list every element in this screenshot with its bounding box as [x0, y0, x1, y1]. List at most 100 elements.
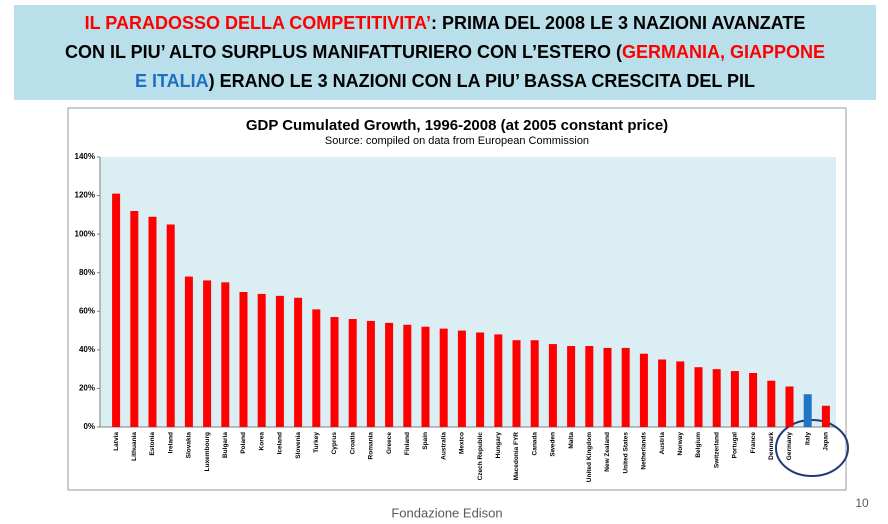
x-tick-label: Australia — [440, 432, 447, 460]
x-tick-label: Poland — [240, 432, 247, 454]
bar — [694, 367, 703, 427]
bar — [184, 276, 193, 427]
bar — [621, 347, 630, 427]
chart-subtitle: Source: compiled on data from European C… — [325, 135, 589, 147]
x-tick-label: Germany — [786, 432, 793, 461]
y-tick-label: 0% — [83, 422, 95, 431]
bar — [730, 371, 739, 427]
x-tick-label: Netherlands — [641, 432, 648, 470]
x-tick-label: Portugal — [732, 432, 739, 459]
header-text: CON IL PIU’ ALTO SURPLUS MANIFATTURIERO … — [64, 42, 622, 62]
x-tick-label: Mexico — [459, 432, 466, 454]
y-tick-label: 20% — [79, 384, 95, 393]
x-tick-label: Hungary — [495, 432, 502, 459]
bar — [112, 193, 121, 427]
x-tick-label: Ireland — [167, 432, 174, 453]
bar — [312, 309, 321, 427]
x-tick-label: Croatia — [349, 432, 356, 455]
bar — [457, 330, 466, 427]
bar — [803, 394, 812, 427]
bar — [676, 361, 685, 427]
x-tick-label: Japan — [823, 432, 830, 451]
header-text: : PRIMA DEL 2008 LE 3 NAZIONI AVANZATE — [430, 13, 806, 33]
x-tick-label: Bulgaria — [222, 432, 229, 458]
bar — [603, 347, 612, 427]
bar — [130, 211, 139, 427]
header-text: ) ERANO LE 3 NAZIONI CON LA PIU’ BASSA C… — [208, 71, 756, 91]
x-tick-label: Switzerland — [713, 432, 720, 468]
x-tick-label: Latvia — [113, 432, 120, 451]
bar — [421, 326, 430, 427]
x-tick-label: Slovenia — [295, 432, 302, 459]
x-tick-label: Austria — [659, 432, 666, 455]
x-tick-label: Greece — [386, 432, 393, 454]
bar — [785, 386, 794, 427]
x-tick-label: Luxembourg — [204, 432, 211, 471]
header-text: GERMANIA, GIAPPONE — [622, 42, 826, 62]
y-tick-label: 120% — [75, 191, 95, 200]
x-tick-label: Estonia — [149, 432, 156, 456]
x-tick-label: United Kingdom — [586, 432, 593, 482]
bar — [767, 380, 776, 427]
bar — [275, 295, 284, 427]
x-tick-label: France — [750, 432, 757, 454]
bar — [294, 297, 303, 427]
x-tick-label: Romania — [368, 432, 375, 460]
page-number: 10 — [855, 496, 869, 510]
x-tick-label: Turkey — [313, 432, 320, 453]
bar — [585, 346, 594, 427]
bar — [403, 324, 412, 427]
x-tick-label: Iceland — [277, 432, 284, 454]
bar — [439, 328, 448, 427]
x-tick-label: Lithuania — [131, 432, 138, 461]
header-text: E ITALIA — [134, 71, 209, 91]
x-tick-label: Korea — [258, 432, 265, 451]
bar — [366, 320, 375, 427]
bar — [494, 334, 503, 427]
bar — [348, 319, 357, 427]
x-tick-label: Finland — [404, 432, 411, 455]
x-tick-label: Malta — [568, 432, 575, 449]
x-tick-label: Italy — [804, 432, 811, 445]
x-tick-label: Spain — [422, 432, 429, 450]
bar — [330, 317, 339, 427]
bar — [821, 405, 830, 427]
bar — [203, 280, 212, 427]
bar — [257, 293, 266, 427]
x-tick-label: Macedonia FYR — [513, 432, 520, 481]
x-tick-label: Belgium — [695, 432, 702, 458]
footer-source: Fondazione Edison — [391, 505, 502, 520]
x-tick-label: Czech Republic — [477, 432, 484, 481]
bar — [148, 216, 157, 427]
y-tick-label: 60% — [79, 306, 95, 315]
bar — [221, 282, 230, 427]
bar — [749, 373, 758, 427]
x-tick-label: Slovakia — [186, 432, 193, 459]
bar — [567, 346, 576, 427]
x-tick-label: New Zealand — [604, 432, 611, 472]
x-tick-label: United States — [622, 432, 629, 474]
x-tick-label: Norway — [677, 432, 684, 456]
bar — [512, 340, 521, 427]
bar — [530, 340, 539, 427]
highlight-circle — [775, 419, 849, 477]
y-tick-label: 140% — [75, 152, 95, 161]
bar — [239, 292, 248, 427]
bar — [639, 353, 648, 427]
y-tick-label: 100% — [75, 229, 95, 238]
bar — [385, 322, 394, 427]
chart-title: GDP Cumulated Growth, 1996-2008 (at 2005… — [246, 117, 668, 134]
y-tick-label: 80% — [79, 268, 95, 277]
bar — [658, 359, 667, 427]
bar — [476, 332, 485, 427]
x-tick-label: Canada — [531, 432, 538, 456]
x-tick-label: Sweden — [550, 432, 557, 457]
y-tick-label: 40% — [79, 345, 95, 354]
x-tick-label: Cyprus — [331, 432, 338, 455]
header: IL PARADOSSO DELLA COMPETITIVITA’: PRIMA… — [14, 5, 876, 100]
bar — [712, 369, 721, 427]
header-text: IL PARADOSSO DELLA COMPETITIVITA’ — [84, 13, 431, 33]
x-tick-label: Denmark — [768, 432, 775, 460]
